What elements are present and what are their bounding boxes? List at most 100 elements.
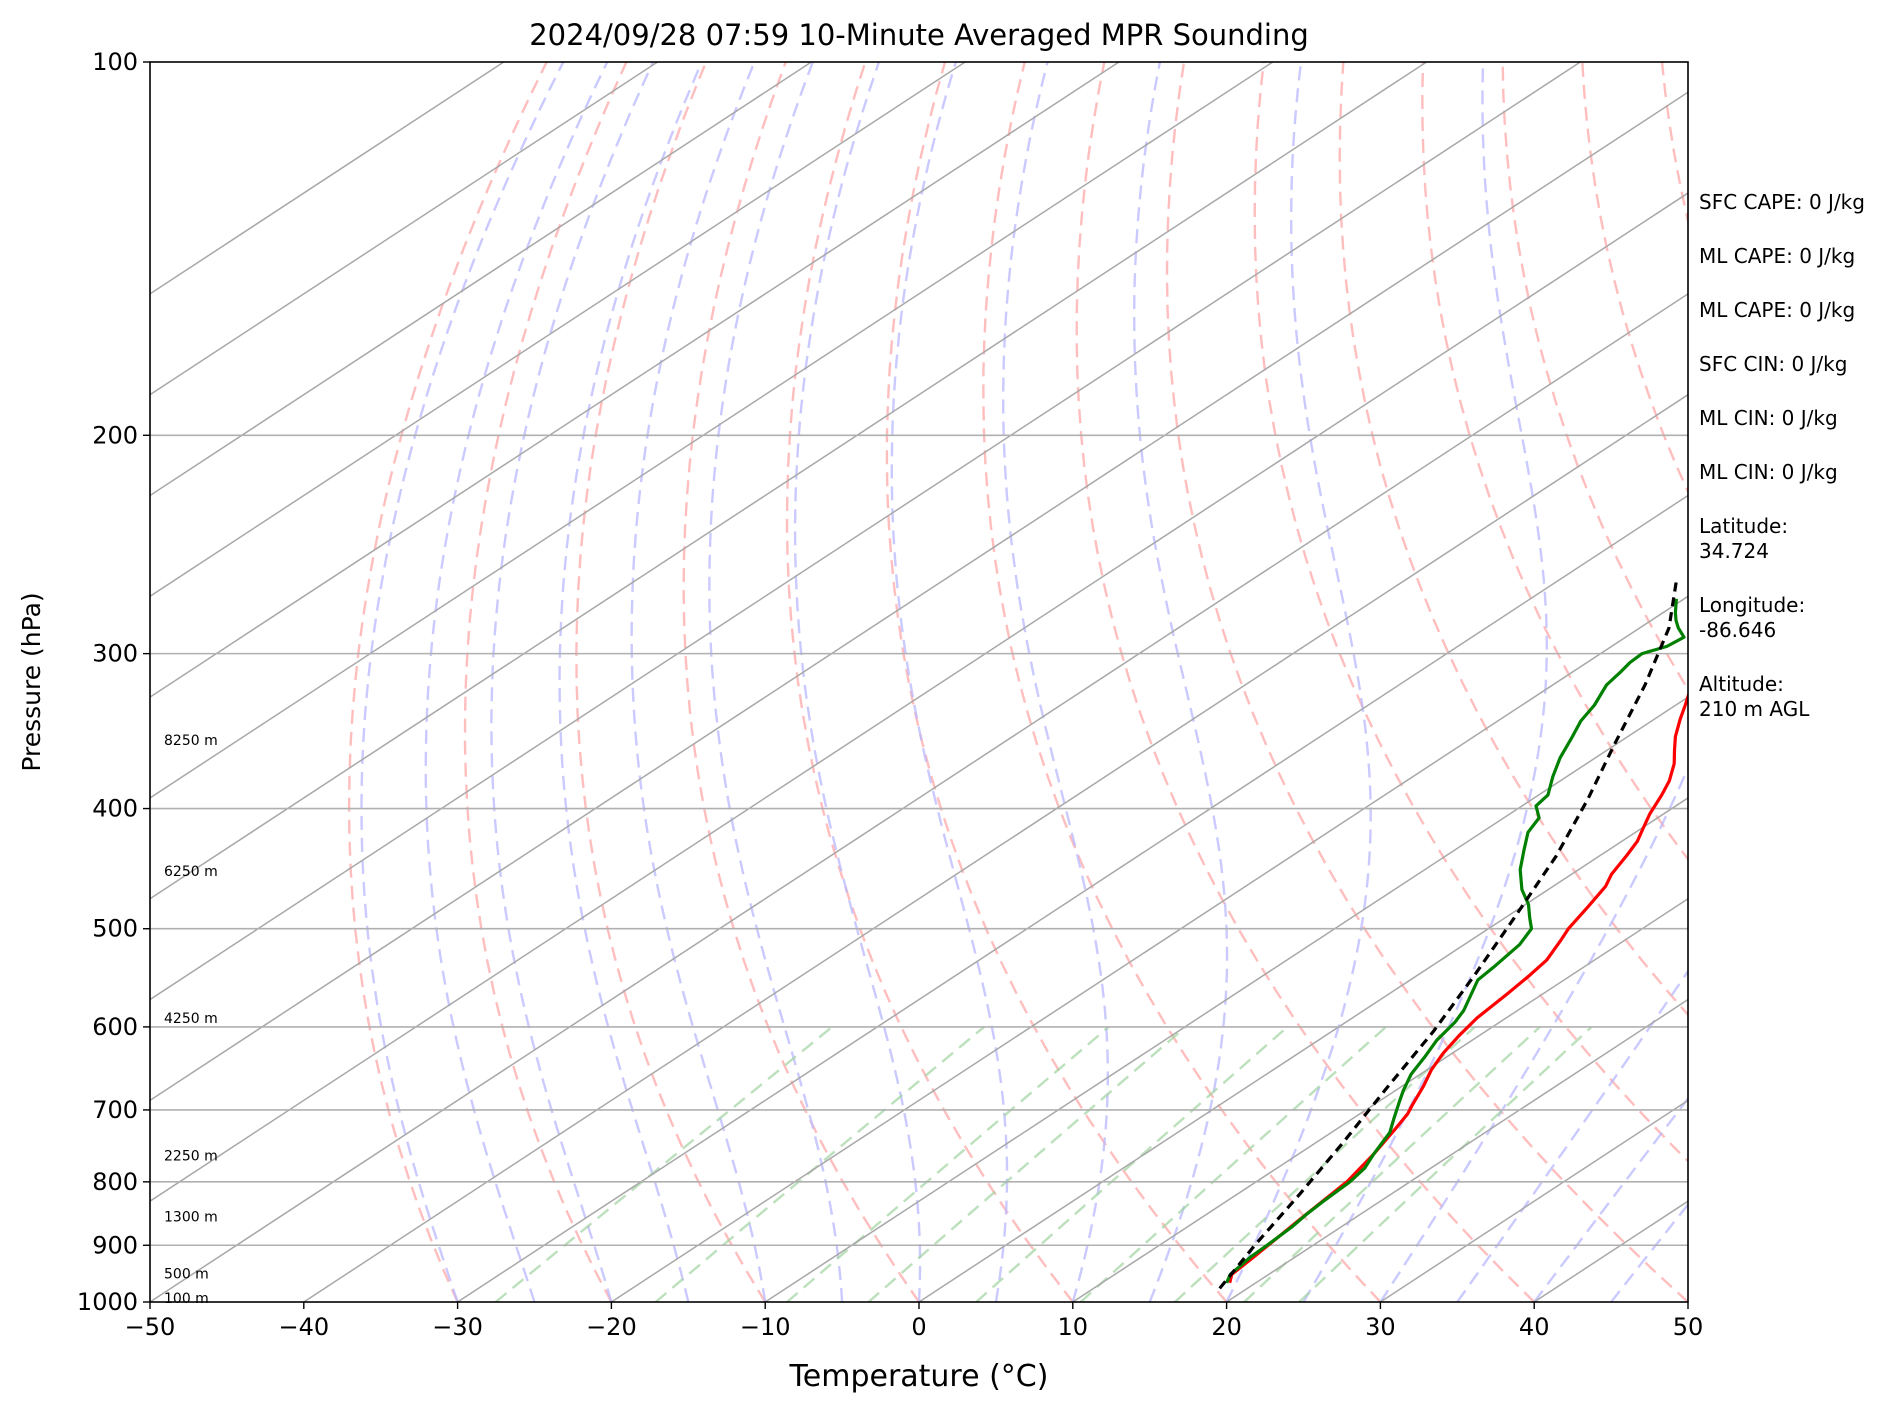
height-label: 8250 m [164, 733, 218, 749]
moist-adiabat-line [890, 62, 1009, 1302]
moist-adiabat-line [1132, 62, 1229, 1302]
mixing-ratio-line [867, 1025, 1187, 1302]
height-label: 500 m [164, 1266, 209, 1282]
mixing-ratio-line [1243, 1026, 1541, 1302]
ml-cin-stat: ML CIN: 0 J/kg [1699, 406, 1838, 430]
moist-adiabat-line [708, 62, 844, 1302]
moist-adiabat-line [490, 62, 655, 1302]
dry-adiabat-line [785, 62, 1074, 1302]
dry-adiabat-line [1165, 62, 1688, 1302]
isotherm-line [918, 797, 1688, 1302]
mixing-ratio-line [1298, 1026, 1593, 1302]
x-tick-label: 20 [1211, 1313, 1242, 1341]
mixing-ratio-line [494, 1025, 833, 1302]
y-tick-label: 300 [92, 640, 138, 668]
altitude-stat: Altitude: 210 m AGL [1699, 672, 1810, 721]
sfc-cape-stat: SFC CAPE: 0 J/kg [1699, 190, 1865, 214]
latitude-stat: Latitude: 34.724 [1699, 514, 1789, 563]
chart-title: 2024/09/28 07:59 10-Minute Averaged MPR … [529, 18, 1309, 52]
mixing-ratio-line [975, 1025, 1289, 1302]
y-tick-label: 1000 [77, 1288, 138, 1316]
x-tick-label: 40 [1519, 1313, 1550, 1341]
x-tick-label: −20 [586, 1313, 637, 1341]
dry-adiabat-line [1253, 62, 1688, 1163]
sounding-series-line [1225, 598, 1686, 1284]
dry-adiabat-line [982, 62, 1382, 1302]
y-tick-label: 600 [92, 1013, 138, 1041]
isotherm-line [150, 91, 1688, 1102]
isotherm-line [457, 494, 1688, 1302]
sounding-stats-panel: SFC CAPE: 0 J/kg ML CAPE: 0 J/kg ML CAPE… [1699, 190, 1889, 751]
isotherm-line [150, 62, 812, 497]
dry-adiabat-line [1581, 62, 1688, 495]
x-tick-label: 10 [1058, 1313, 1089, 1341]
x-tick-label: 30 [1365, 1313, 1396, 1341]
isotherm-line [303, 393, 1688, 1302]
ml-cape-stat: ML CAPE: 0 J/kg [1699, 244, 1856, 268]
moist-adiabat-line [1610, 1202, 1688, 1302]
moist-adiabat-line [1225, 62, 1372, 1302]
dry-adiabat-line [463, 62, 628, 1302]
isotherm-line [150, 292, 1688, 1302]
isotherm-line [150, 62, 1581, 1001]
isotherm-line [150, 192, 1688, 1203]
plot-frame [149, 61, 1689, 1303]
mixing-ratio-line [1174, 1026, 1476, 1302]
height-label: 6250 m [164, 864, 218, 880]
dry-adiabat-line [885, 62, 1228, 1302]
isotherm-line [764, 696, 1688, 1302]
height-label: 4250 m [164, 1011, 218, 1027]
y-tick-label: 800 [92, 1168, 138, 1196]
isotherm-line [1072, 897, 1688, 1302]
longitude-stat: Longitude: -86.646 [1699, 593, 1806, 642]
x-tick-label: −50 [125, 1313, 176, 1341]
x-tick-label: −10 [740, 1313, 791, 1341]
isotherm-line [150, 62, 1427, 900]
moist-adiabat-line [360, 62, 565, 1302]
x-axis-label: Temperature (°C) [789, 1359, 1049, 1394]
isotherm-line [150, 62, 1274, 799]
isotherm-line [1226, 998, 1688, 1302]
height-label: 1300 m [164, 1210, 218, 1226]
moist-adiabat-line [793, 62, 922, 1302]
height-label: 2250 m [164, 1148, 218, 1164]
mixing-ratio-line [654, 1025, 985, 1302]
y-axis-label: Pressure (hPa) [17, 592, 46, 771]
y-tick-label: 400 [92, 795, 138, 823]
x-tick-label: 0 [911, 1313, 926, 1341]
y-tick-label: 200 [92, 421, 138, 449]
x-tick-label: 50 [1673, 1313, 1704, 1341]
dry-adiabat-line [1501, 62, 1688, 692]
ml-cape-stat-2: ML CAPE: 0 J/kg [1699, 298, 1856, 322]
isotherm-line [150, 62, 966, 598]
dry-adiabat-line [1075, 62, 1536, 1302]
y-tick-label: 500 [92, 915, 138, 943]
isotherm-line [150, 62, 505, 295]
mixing-ratio-line [1079, 1026, 1387, 1302]
dry-adiabat-line [682, 62, 920, 1302]
mixing-ratio-line [786, 1025, 1110, 1302]
moist-adiabat-line [424, 62, 609, 1302]
ml-cin-stat-2: ML CIN: 0 J/kg [1699, 460, 1838, 484]
moist-adiabat-line [1002, 62, 1109, 1302]
sounding-series-line [1218, 580, 1678, 1290]
moist-adiabat-line [630, 62, 767, 1302]
dry-adiabat-line [347, 62, 548, 1302]
x-tick-label: −40 [278, 1313, 329, 1341]
isotherm-line [610, 595, 1688, 1302]
isotherm-line [150, 62, 658, 396]
height-label: 100 m [164, 1291, 209, 1307]
dry-adiabat-line [575, 62, 767, 1302]
moist-adiabat-line [558, 62, 703, 1302]
y-tick-label: 100 [92, 48, 138, 76]
sounding-series-line [1228, 691, 1688, 1284]
y-tick-label: 900 [92, 1231, 138, 1259]
sfc-cin-stat: SFC CIN: 0 J/kg [1699, 352, 1848, 376]
moist-adiabat-line [1379, 765, 1688, 1302]
dry-adiabat-line [1338, 62, 1688, 1017]
x-tick-label: −30 [432, 1313, 483, 1341]
isotherm-line [150, 62, 1120, 699]
y-tick-label: 700 [92, 1096, 138, 1124]
